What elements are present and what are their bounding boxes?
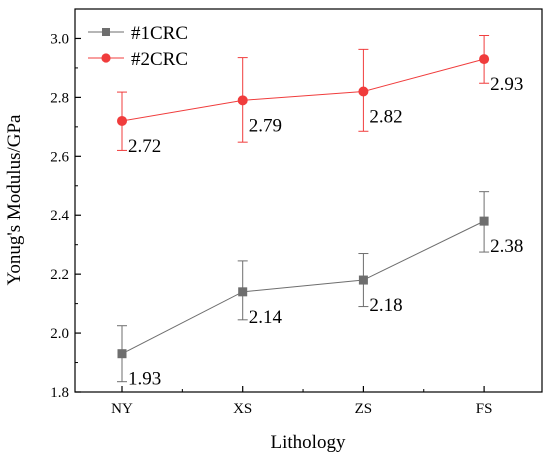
data-point bbox=[358, 86, 369, 97]
data-point bbox=[479, 216, 489, 226]
data-point bbox=[479, 54, 490, 65]
series-1: 1.93 2.14 2.18 2.38 bbox=[117, 191, 523, 390]
y-tick-label: 2.0 bbox=[50, 326, 69, 342]
y-axis-title: Yonug's Modulus/GPa bbox=[4, 114, 25, 286]
x-tick-label: NY bbox=[111, 401, 133, 417]
x-tick-label: ZS bbox=[355, 401, 373, 417]
y-tick-label: 2.6 bbox=[50, 149, 69, 165]
y-tick-label: 1.8 bbox=[50, 385, 69, 401]
series-2: 2.72 2.79 2.82 2.93 bbox=[117, 35, 523, 157]
y-tick-label: 2.2 bbox=[50, 267, 69, 283]
y-tick-label: 3.0 bbox=[50, 31, 69, 47]
data-label: 2.38 bbox=[490, 236, 523, 257]
data-point bbox=[117, 115, 127, 126]
x-tick-label: FS bbox=[476, 401, 493, 417]
legend-marker-1crc bbox=[102, 28, 110, 36]
data-label: 2.18 bbox=[369, 295, 402, 316]
data-label: 2.79 bbox=[249, 115, 282, 136]
legend-label-2crc: #2CRC bbox=[131, 49, 188, 70]
data-point bbox=[358, 275, 368, 285]
series-line bbox=[121, 58, 485, 122]
legend-marker-2crc bbox=[101, 53, 111, 63]
data-label: 2.14 bbox=[249, 307, 283, 328]
data-label: 2.72 bbox=[128, 136, 161, 157]
data-label: 2.82 bbox=[369, 106, 402, 127]
data-label: 1.93 bbox=[128, 369, 161, 390]
plot-frame bbox=[74, 8, 543, 393]
x-tick-label: XS bbox=[233, 401, 252, 417]
y-tick-label: 2.4 bbox=[50, 208, 69, 224]
data-point bbox=[117, 349, 127, 359]
y-tick-label: 2.8 bbox=[50, 90, 69, 106]
data-point bbox=[238, 287, 248, 297]
data-point bbox=[237, 95, 248, 106]
legend-label-1crc: #1CRC bbox=[131, 23, 188, 44]
series-line bbox=[121, 220, 485, 355]
x-axis-title: Lithology bbox=[271, 432, 346, 453]
data-label: 2.93 bbox=[490, 74, 523, 95]
legend: #1CRC #2CRC bbox=[88, 23, 188, 70]
